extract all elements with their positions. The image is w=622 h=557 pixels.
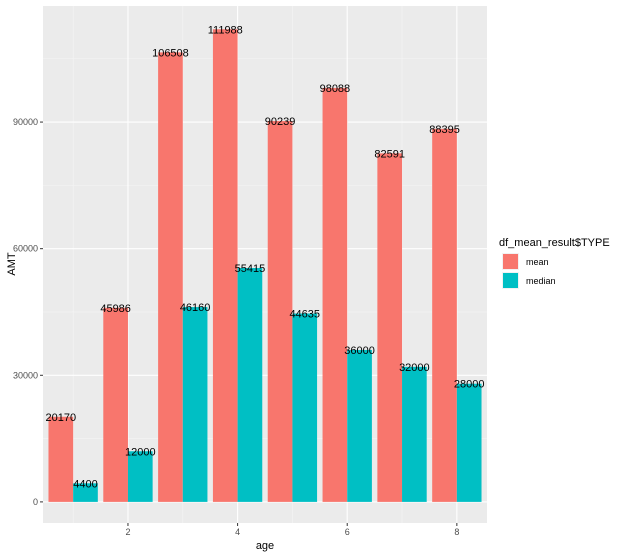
- bar-mean: [322, 87, 348, 502]
- data-label-median: 55415: [235, 263, 266, 275]
- bar-median: [237, 268, 263, 502]
- y-axis: 0 30000 60000 90000: [13, 117, 43, 507]
- bar-mean: [432, 128, 457, 502]
- legend-title: df_mean_result$TYPE: [499, 237, 610, 249]
- bar-median: [182, 307, 208, 502]
- legend-label-median: median: [526, 276, 556, 286]
- legend-key-mean: [503, 254, 518, 269]
- legend-key-median: [503, 273, 518, 288]
- x-axis-title: age: [256, 540, 274, 552]
- data-label-median: 4400: [73, 478, 97, 490]
- x-tick-label: 6: [345, 527, 350, 537]
- bar-mean: [377, 153, 403, 502]
- y-tick-label: 0: [33, 497, 38, 507]
- bar-median: [73, 483, 98, 502]
- x-tick-label: 4: [235, 527, 240, 537]
- data-label-median: 28000: [454, 379, 485, 391]
- data-label-mean: 45986: [100, 303, 131, 315]
- y-tick-label: 60000: [13, 244, 38, 254]
- data-label-mean: 88395: [429, 124, 460, 136]
- data-label-mean: 111988: [208, 24, 243, 36]
- bar-mean: [267, 121, 293, 502]
- y-axis-title: AMT: [6, 252, 18, 276]
- data-label-median: 12000: [125, 446, 156, 458]
- data-label-mean: 90239: [265, 116, 296, 128]
- bar-median: [347, 349, 372, 502]
- bars: [48, 29, 482, 502]
- bar-mean: [103, 307, 128, 502]
- x-axis: 2 4 6 8: [125, 523, 459, 537]
- data-label-median: 46160: [180, 302, 211, 314]
- data-label-median: 32000: [399, 362, 430, 374]
- y-tick-label: 90000: [13, 117, 38, 127]
- bar-median: [127, 451, 153, 502]
- legend: df_mean_result$TYPE mean median: [499, 237, 610, 289]
- data-labels: 20170 45986 106508 111988 90239 98088 82591 883…: [46, 24, 485, 490]
- data-label-mean: 20170: [46, 412, 77, 424]
- bar-mean: [48, 416, 74, 502]
- x-tick-label: 8: [454, 527, 459, 537]
- legend-label-mean: mean: [526, 257, 549, 267]
- bar-median: [456, 383, 482, 502]
- bar-mean: [158, 52, 183, 502]
- bar-median: [402, 366, 427, 502]
- data-label-mean: 106508: [152, 47, 189, 59]
- x-tick-label: 2: [125, 527, 130, 537]
- data-label-median: 36000: [344, 345, 375, 357]
- data-label-mean: 98088: [320, 83, 351, 95]
- y-tick-label: 30000: [13, 370, 38, 380]
- bar-median: [292, 313, 318, 502]
- data-label-mean: 82591: [374, 148, 405, 160]
- bar-mean: [212, 29, 238, 502]
- data-label-median: 44635: [289, 309, 320, 321]
